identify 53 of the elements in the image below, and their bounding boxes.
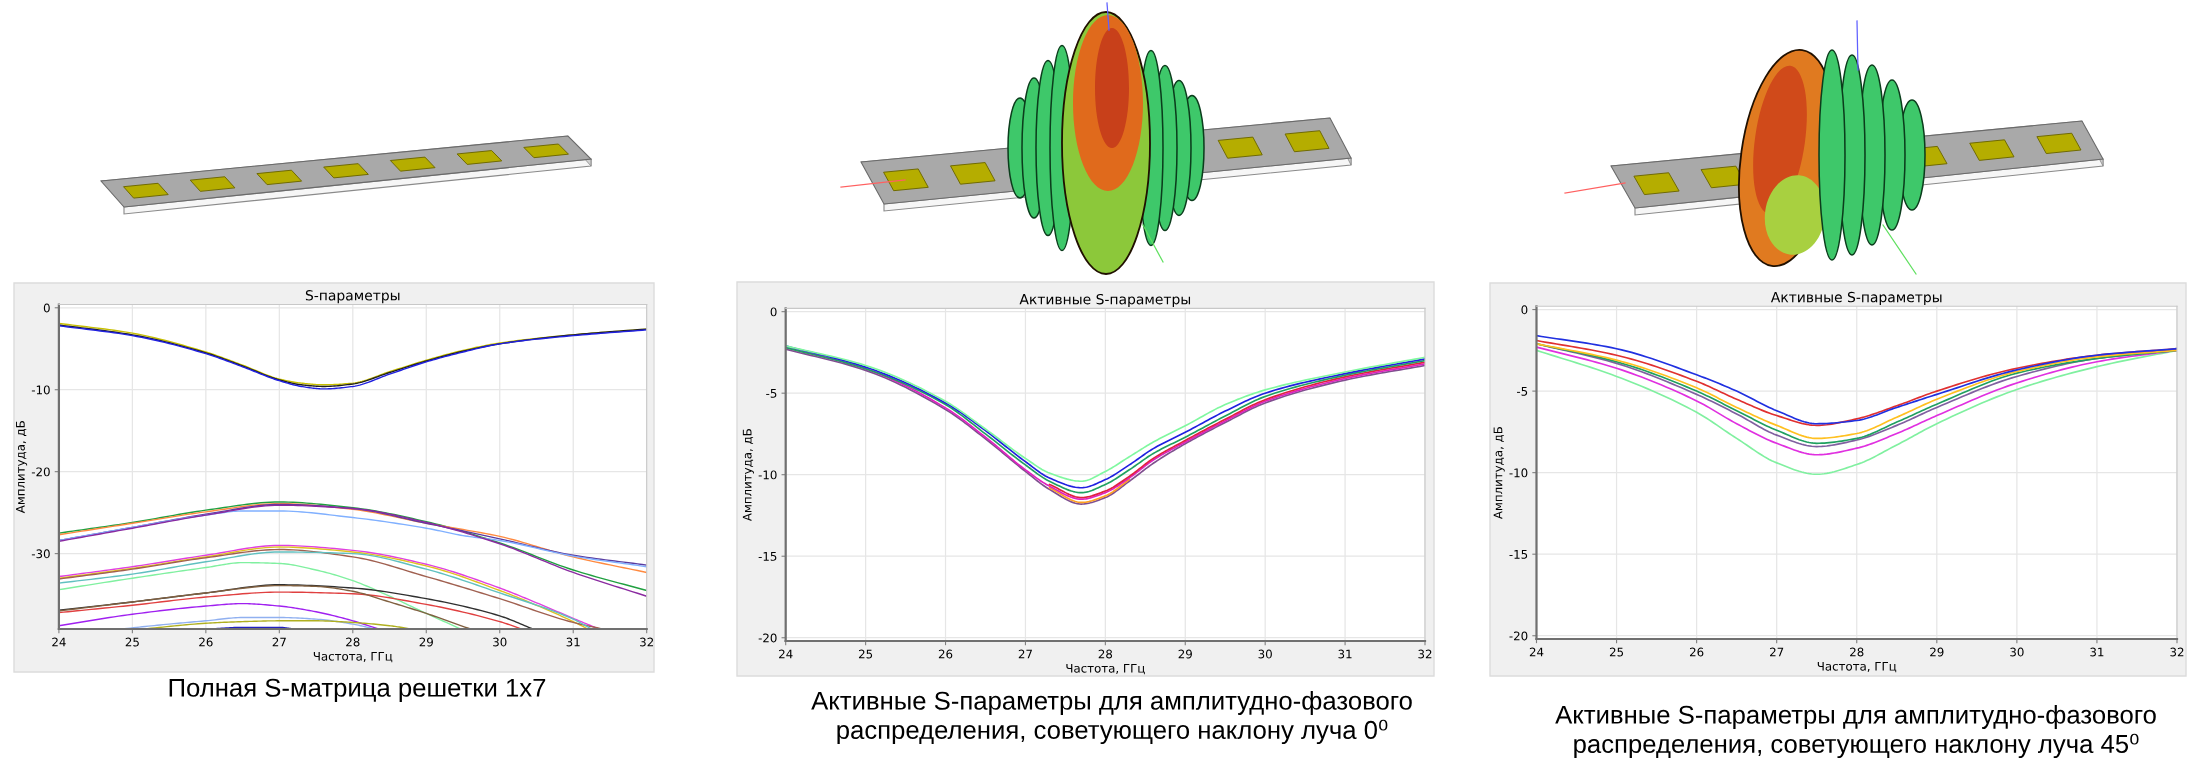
x-tick-label: 24 (1529, 647, 1544, 657)
x-tick-label: 31 (566, 637, 580, 647)
y-axis-title: Амплитуда, дБ (16, 421, 28, 514)
y-tick-label: 0 (43, 303, 50, 313)
x-tick-label: 29 (419, 637, 433, 647)
y-tick-label: -20 (758, 633, 777, 643)
x-tick-label: 30 (1258, 649, 1272, 659)
x-tick-label: 28 (1850, 647, 1864, 657)
y-tick-label: -30 (31, 549, 50, 559)
x-axis-title: Частота, ГГц (313, 651, 393, 663)
y-tick-label: -10 (758, 470, 777, 480)
x-tick-label: 26 (1689, 647, 1704, 657)
x-tick-label: 27 (1018, 649, 1032, 659)
y-axis-title: Амплитуда, дБ (742, 429, 754, 522)
x-tick-label: 31 (1338, 649, 1352, 659)
y-tick-label: 0 (1521, 305, 1528, 315)
y-tick-label: -5 (766, 389, 777, 398)
y-tick-label: -20 (1509, 631, 1528, 641)
text: Активные S-параметры для амплитудно-фазового распределения, советующего наклону луча 0⁰ (811, 691, 1412, 745)
chart-title: Активные S-параметры (1019, 293, 1191, 308)
x-tick-label: 24 (779, 649, 793, 659)
x-tick-label: 28 (346, 637, 360, 647)
x-axis-title: Частота, ГГц (1066, 663, 1145, 675)
x-tick-label: 25 (125, 637, 139, 647)
chart-title: S-параметры (305, 290, 400, 304)
x-tick-label: 30 (2010, 647, 2024, 657)
y-tick-label: -20 (31, 467, 50, 477)
x-tick-label: 27 (272, 637, 286, 647)
y-tick-label: -10 (1509, 468, 1528, 478)
y-tick-label: -5 (1516, 386, 1528, 396)
text: Полная S-матрица решетки 1x7 (169, 678, 546, 702)
y-axis-title: Амплитуда, дБ (1493, 427, 1505, 520)
text: Активные S-параметры для амплитудно-фазового распределения, советующего наклону луча 45⁰ (1555, 705, 2156, 759)
y-tick-label: -15 (1509, 550, 1528, 559)
x-tick-label: 24 (52, 637, 66, 647)
y-tick-label: -15 (758, 552, 777, 561)
x-tick-label: 25 (1609, 647, 1624, 657)
x-tick-label: 32 (640, 637, 654, 647)
x-tick-label: 27 (1770, 647, 1784, 657)
y-tick-label: -10 (31, 385, 50, 395)
x-tick-label: 26 (938, 649, 953, 659)
x-tick-label: 32 (2170, 647, 2184, 657)
x-tick-label: 32 (1418, 649, 1432, 659)
y-tick-label: 0 (770, 307, 777, 317)
x-tick-label: 31 (2090, 647, 2104, 657)
x-tick-label: 25 (858, 649, 873, 659)
x-tick-label: 30 (493, 637, 507, 647)
x-tick-label: 26 (199, 637, 213, 647)
x-tick-label: 29 (1930, 647, 1944, 657)
x-tick-label: 29 (1178, 649, 1192, 659)
chart-title: Активные S-параметры (1770, 291, 1942, 306)
x-tick-label: 28 (1098, 649, 1113, 659)
x-axis-title: Частота, ГГц (1817, 661, 1897, 673)
